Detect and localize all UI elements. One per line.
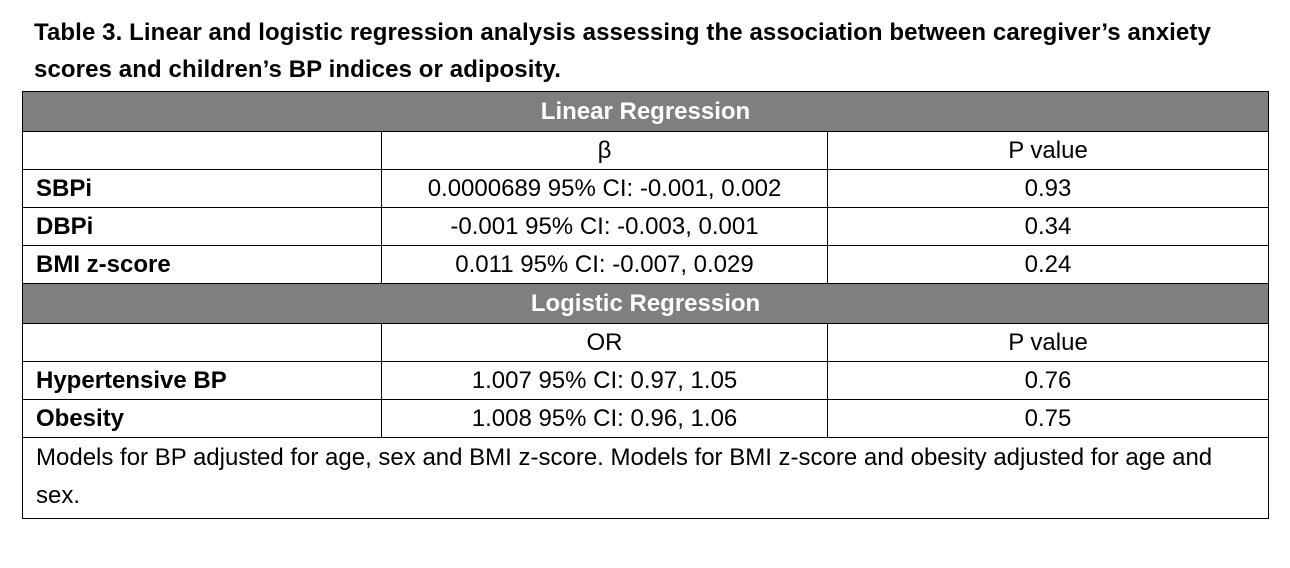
- estimate-bmi-z-score: 0.011 95% CI: -0.007, 0.029: [381, 245, 828, 284]
- estimate-dbpi: -0.001 95% CI: -0.003, 0.001: [381, 207, 828, 246]
- linear-header-pvalue: P value: [826, 131, 1270, 170]
- table-row: BMI z-score 0.011 95% CI: -0.007, 0.029 …: [22, 245, 1270, 284]
- estimate-hypertensive-bp: 1.007 95% CI: 0.97, 1.05: [381, 361, 828, 400]
- pvalue-sbpi: 0.93: [826, 169, 1270, 208]
- logistic-header-pvalue: P value: [826, 323, 1270, 362]
- row-label-dbpi: DBPi: [22, 207, 382, 246]
- table-footnote: Models for BP adjusted for age, sex and …: [21, 437, 1270, 519]
- pvalue-obesity: 0.75: [826, 399, 1270, 438]
- estimate-sbpi: 0.0000689 95% CI: -0.001, 0.002: [381, 169, 828, 208]
- row-label-hypertensive-bp: Hypertensive BP: [22, 361, 382, 400]
- table-row: Obesity 1.008 95% CI: 0.96, 1.06 0.75: [22, 399, 1270, 438]
- regression-table: Linear Regression β P value SBPi 0.00006…: [21, 91, 1270, 519]
- logistic-header-row: OR P value: [22, 323, 1270, 362]
- row-label-obesity: Obesity: [22, 399, 382, 438]
- table-row: Hypertensive BP 1.007 95% CI: 0.97, 1.05…: [22, 361, 1270, 400]
- table-caption: Table 3. Linear and logistic regression …: [34, 19, 1211, 83]
- footnote-row: Models for BP adjusted for age, sex and …: [21, 437, 1270, 519]
- linear-header-row: β P value: [22, 131, 1270, 170]
- row-label-bmi-z-score: BMI z-score: [22, 245, 382, 284]
- logistic-section-title: Logistic Regression: [21, 283, 1270, 324]
- linear-section-title: Linear Regression: [21, 91, 1270, 132]
- linear-header-beta: β: [381, 131, 828, 170]
- pvalue-bmi-z-score: 0.24: [826, 245, 1270, 284]
- table-row: DBPi -0.001 95% CI: -0.003, 0.001 0.34: [22, 207, 1270, 246]
- logistic-header-or: OR: [381, 323, 828, 362]
- estimate-obesity: 1.008 95% CI: 0.96, 1.06: [381, 399, 828, 438]
- pvalue-hypertensive-bp: 0.76: [826, 361, 1270, 400]
- pvalue-dbpi: 0.34: [826, 207, 1270, 246]
- linear-header-blank: [22, 131, 382, 170]
- row-label-sbpi: SBPi: [22, 169, 382, 208]
- table-row: SBPi 0.0000689 95% CI: -0.001, 0.002 0.9…: [22, 169, 1270, 208]
- logistic-header-blank: [22, 323, 382, 362]
- logistic-section-row: Logistic Regression: [21, 283, 1270, 324]
- linear-section-row: Linear Regression: [21, 91, 1270, 132]
